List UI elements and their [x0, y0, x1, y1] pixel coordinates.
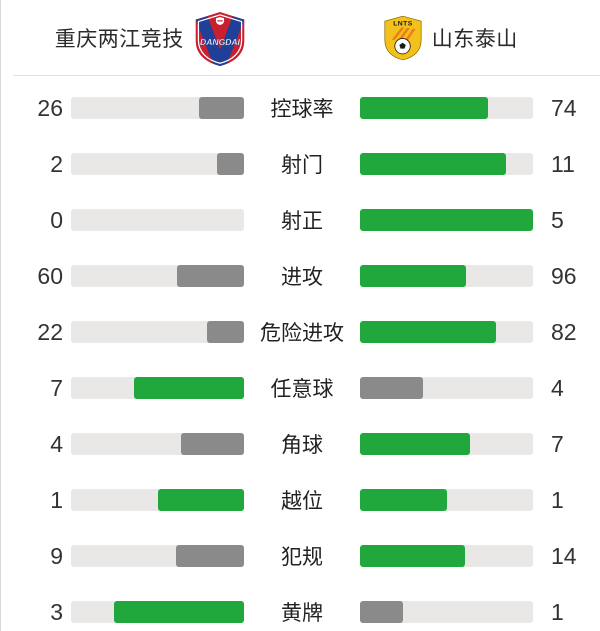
- stat-label: 任意球: [270, 378, 334, 401]
- away-value: 74: [551, 94, 577, 121]
- stat-label: 越位: [281, 490, 323, 513]
- home-bar-track: [71, 265, 244, 287]
- away-value: 4: [551, 374, 564, 401]
- home-team-badge-icon: DANGDAI: [195, 11, 245, 66]
- away-bar-track: [360, 601, 533, 623]
- home-value: 60: [37, 262, 63, 289]
- home-bar-track: [71, 489, 244, 511]
- stat-row: 3 黄牌 1: [1, 597, 600, 626]
- stat-label: 黄牌: [281, 602, 323, 625]
- home-value: 22: [37, 318, 63, 345]
- home-bar-track: [71, 97, 244, 119]
- away-bar-fill: [360, 377, 423, 399]
- stat-label: 危险进攻: [260, 322, 344, 345]
- away-badge-text: LNTS: [393, 20, 413, 27]
- stat-row: 22 危险进攻 82: [1, 317, 600, 346]
- stat-row: 9 犯规 14: [1, 541, 600, 570]
- away-bar-track: [360, 321, 533, 343]
- away-bar-track: [360, 377, 533, 399]
- home-value: 4: [50, 430, 63, 457]
- home-value: 0: [50, 206, 63, 233]
- home-bar-track: [71, 545, 244, 567]
- away-bar-track: [360, 433, 533, 455]
- home-badge-text: DANGDAI: [200, 36, 241, 46]
- home-bar-track: [71, 209, 244, 231]
- stat-label: 射门: [281, 154, 323, 177]
- home-team-name: 重庆两江竞技: [54, 27, 184, 51]
- stat-row: 0 射正 5: [1, 205, 600, 234]
- stat-label: 犯规: [281, 546, 323, 569]
- away-bar-fill: [360, 153, 507, 175]
- home-bar-track: [71, 377, 244, 399]
- away-value: 14: [551, 542, 577, 569]
- stat-row: 60 进攻 96: [1, 261, 600, 290]
- stat-row: 1 越位 1: [1, 485, 600, 514]
- away-bar-fill: [360, 321, 497, 343]
- home-bar-fill: [207, 321, 244, 343]
- home-badge-stripes: [195, 15, 245, 66]
- away-team-header: LNTS 山东泰山: [301, 15, 600, 61]
- home-value: 9: [50, 542, 63, 569]
- home-bar-fill: [181, 433, 244, 455]
- away-bar-fill: [360, 433, 471, 455]
- stat-row: 7 任意球 4: [1, 373, 600, 402]
- home-bar-track: [71, 153, 244, 175]
- away-bar-track: [360, 97, 533, 119]
- stat-row: 2 射门 11: [1, 149, 600, 178]
- home-badge-crest-bar: [217, 19, 223, 21]
- home-bar-fill: [114, 601, 244, 623]
- stat-label: 角球: [281, 434, 323, 457]
- away-value: 1: [551, 598, 564, 625]
- stat-label: 进攻: [281, 266, 323, 289]
- away-bar-track: [360, 153, 533, 175]
- match-header: 重庆两江竞技 DANGDAI LNTS: [1, 0, 600, 75]
- away-value: 96: [551, 262, 577, 289]
- home-value: 1: [50, 486, 63, 513]
- away-badge-shield: [384, 15, 422, 60]
- home-team-header: 重庆两江竞技 DANGDAI: [1, 9, 301, 67]
- stats-list: 26 控球率 74 2 射门 11 0: [1, 76, 600, 626]
- home-value: 3: [50, 598, 63, 625]
- home-bar-track: [71, 601, 244, 623]
- home-badge-inner-border: [197, 13, 242, 64]
- away-bar-fill: [360, 265, 467, 287]
- away-value: 11: [551, 150, 575, 177]
- home-value: 7: [50, 374, 63, 401]
- stat-label: 射正: [281, 210, 323, 233]
- away-value: 5: [551, 206, 564, 233]
- stat-row: 4 角球 7: [1, 429, 600, 458]
- home-bar-fill: [217, 153, 244, 175]
- away-bar-track: [360, 209, 533, 231]
- stat-label: 控球率: [270, 98, 334, 121]
- away-value: 1: [551, 486, 564, 513]
- home-bar-fill: [133, 377, 244, 399]
- away-team-badge-icon: LNTS: [384, 15, 422, 60]
- header-divider: [13, 75, 600, 76]
- away-value: 7: [551, 430, 564, 457]
- home-value: 26: [37, 94, 63, 121]
- home-bar-fill: [177, 265, 244, 287]
- away-team-name: 山东泰山: [431, 27, 518, 51]
- away-bar-fill: [360, 489, 447, 511]
- home-bar-fill: [157, 489, 244, 511]
- home-bar-fill: [176, 545, 244, 567]
- home-value: 2: [50, 150, 63, 177]
- away-bar-fill: [360, 601, 404, 623]
- home-bar-fill: [199, 97, 244, 119]
- away-value: 82: [551, 318, 577, 345]
- away-bar-fill: [360, 209, 533, 231]
- away-bar-track: [360, 489, 533, 511]
- home-bar-track: [71, 433, 244, 455]
- home-bar-track: [71, 321, 244, 343]
- stat-row: 26 控球率 74: [1, 93, 600, 122]
- away-badge-ball-pentagon: [399, 42, 406, 49]
- away-bar-track: [360, 265, 533, 287]
- away-bar-fill: [360, 545, 466, 567]
- away-bar-fill: [360, 97, 489, 119]
- away-bar-track: [360, 545, 533, 567]
